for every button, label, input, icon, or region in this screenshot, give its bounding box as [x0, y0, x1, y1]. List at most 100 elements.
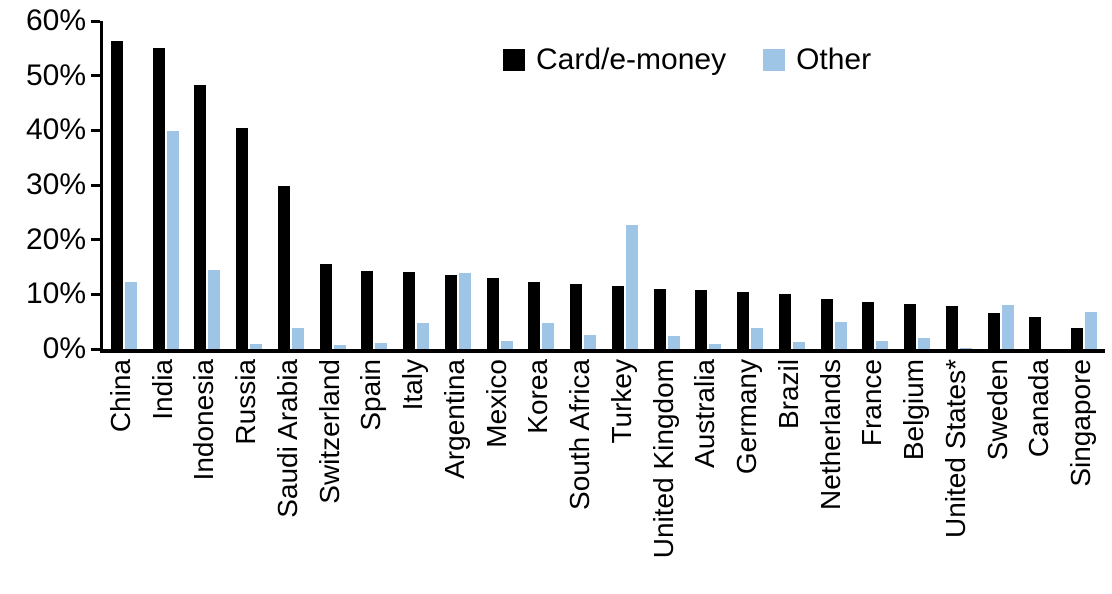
other-bar-russia	[250, 343, 263, 349]
x-label-cell-italy: Italy	[392, 359, 434, 593]
x-category-label-germany: Germany	[731, 359, 763, 475]
x-label-cell-argentina: Argentina	[434, 359, 476, 593]
x-label-cell-korea: Korea	[518, 359, 560, 593]
card-e-money-bar-italy	[403, 271, 416, 349]
y-tick-label-10: 10%	[25, 277, 86, 311]
x-label-cell-russia: Russia	[225, 359, 267, 593]
x-category-label-spain: Spain	[355, 359, 387, 431]
card-e-money-bar-switzerland	[319, 263, 332, 349]
x-category-label-china: China	[104, 359, 136, 433]
x-label-cell-india: India	[142, 359, 184, 593]
x-category-label-south-africa: South Africa	[564, 359, 596, 510]
x-label-cell-united-kingdom: United Kingdom	[643, 359, 685, 593]
y-tick-40	[91, 128, 100, 132]
x-label-cell-turkey: Turkey	[601, 359, 643, 593]
x-label-cell-saudi-arabia: Saudi Arabia	[267, 359, 309, 593]
y-tick-30	[91, 183, 100, 187]
legend-label-card-e-money: Card/e-money	[536, 43, 727, 76]
y-tick-label-20: 20%	[25, 222, 86, 256]
bar-group-indonesia	[187, 21, 229, 349]
card-e-money-bar-south-africa	[570, 283, 583, 349]
bar-group-australia	[688, 21, 730, 349]
x-category-label-indonesia: Indonesia	[188, 359, 220, 481]
card-e-money-bar-brazil	[778, 294, 791, 349]
card-e-money-bar-netherlands	[820, 298, 833, 349]
legend-label-other: Other	[796, 43, 872, 76]
other-bar-belgium	[918, 337, 931, 349]
y-tick-10	[91, 292, 100, 296]
x-category-label-brazil: Brazil	[772, 359, 804, 430]
bar-group-brazil	[771, 21, 813, 349]
card-e-money-bar-canada	[1029, 316, 1042, 349]
bar-group-switzerland	[312, 21, 354, 349]
other-bar-brazil	[792, 342, 805, 349]
other-bar-korea	[542, 323, 555, 349]
x-label-cell-france: France	[852, 359, 894, 593]
other-bar-france	[876, 340, 889, 349]
y-tick-50	[91, 74, 100, 78]
other-bar-united-states	[959, 347, 972, 349]
x-category-label-turkey: Turkey	[605, 359, 637, 444]
x-category-label-france: France	[856, 359, 888, 447]
card-e-money-bar-saudi-arabia	[277, 186, 290, 349]
bar-group-netherlands	[813, 21, 855, 349]
x-category-label-saudi-arabia: Saudi Arabia	[271, 359, 303, 518]
other-bar-mexico	[500, 341, 513, 349]
x-category-label-belgium: Belgium	[898, 359, 930, 461]
card-e-money-bar-sweden	[987, 313, 1000, 349]
x-category-label-canada: Canada	[1023, 359, 1055, 458]
bar-group-mexico	[479, 21, 521, 349]
other-bar-spain	[375, 343, 388, 349]
legend-swatch-other	[763, 49, 786, 71]
bar-group-saudi-arabia	[270, 21, 312, 349]
x-category-label-netherlands: Netherlands	[814, 359, 846, 510]
bar-group-united-kingdom	[646, 21, 688, 349]
other-bar-sweden	[1001, 304, 1014, 349]
x-label-cell-switzerland: Switzerland	[309, 359, 351, 593]
card-e-money-bar-argentina	[444, 275, 457, 349]
x-label-cell-united-states: United States*	[935, 359, 977, 593]
bar-group-china	[103, 21, 145, 349]
x-label-cell-south-africa: South Africa	[559, 359, 601, 593]
other-bar-singapore	[1085, 312, 1098, 349]
legend: Card/e-money Other	[503, 45, 871, 75]
other-bar-china	[124, 281, 137, 349]
x-category-label-argentina: Argentina	[438, 359, 470, 479]
card-e-money-bar-singapore	[1071, 328, 1084, 349]
x-category-label-mexico: Mexico	[480, 359, 512, 448]
other-bar-indonesia	[208, 269, 221, 349]
x-category-label-korea: Korea	[522, 359, 554, 434]
x-axis-labels: China India Indonesia Russia Saudi Arabia Swi…	[100, 359, 1102, 593]
other-bar-india	[166, 131, 179, 349]
x-label-cell-indonesia: Indonesia	[184, 359, 226, 593]
x-label-cell-brazil: Brazil	[768, 359, 810, 593]
x-label-cell-singapore: Singapore	[1060, 359, 1102, 593]
bar-group-korea	[521, 21, 563, 349]
y-tick-0	[91, 347, 100, 351]
x-category-label-australia: Australia	[689, 359, 721, 468]
other-bar-south-africa	[584, 335, 597, 349]
x-category-label-singapore: Singapore	[1065, 359, 1097, 487]
plot-area	[100, 21, 1105, 349]
x-category-label-russia: Russia	[230, 359, 262, 445]
other-bar-germany	[751, 327, 764, 349]
card-e-money-bar-france	[862, 302, 875, 349]
bar-group-singapore	[1063, 21, 1105, 349]
legend-swatch-card-e-money	[503, 49, 525, 71]
legend-item-card-e-money: Card/e-money	[503, 45, 726, 75]
card-e-money-bar-spain	[361, 271, 374, 349]
x-label-cell-netherlands: Netherlands	[810, 359, 852, 593]
bar-group-argentina	[437, 21, 479, 349]
bar-group-south-africa	[562, 21, 604, 349]
card-e-money-bar-turkey	[611, 285, 624, 349]
x-category-label-india: India	[146, 359, 178, 420]
x-label-cell-australia: Australia	[685, 359, 727, 593]
other-bar-netherlands	[834, 322, 847, 349]
x-label-cell-china: China	[100, 359, 142, 593]
bar-group-belgium	[896, 21, 938, 349]
x-label-cell-germany: Germany	[726, 359, 768, 593]
y-tick-label-0: 0%	[42, 332, 86, 365]
x-category-label-switzerland: Switzerland	[313, 359, 345, 504]
card-e-money-bar-australia	[695, 289, 708, 349]
